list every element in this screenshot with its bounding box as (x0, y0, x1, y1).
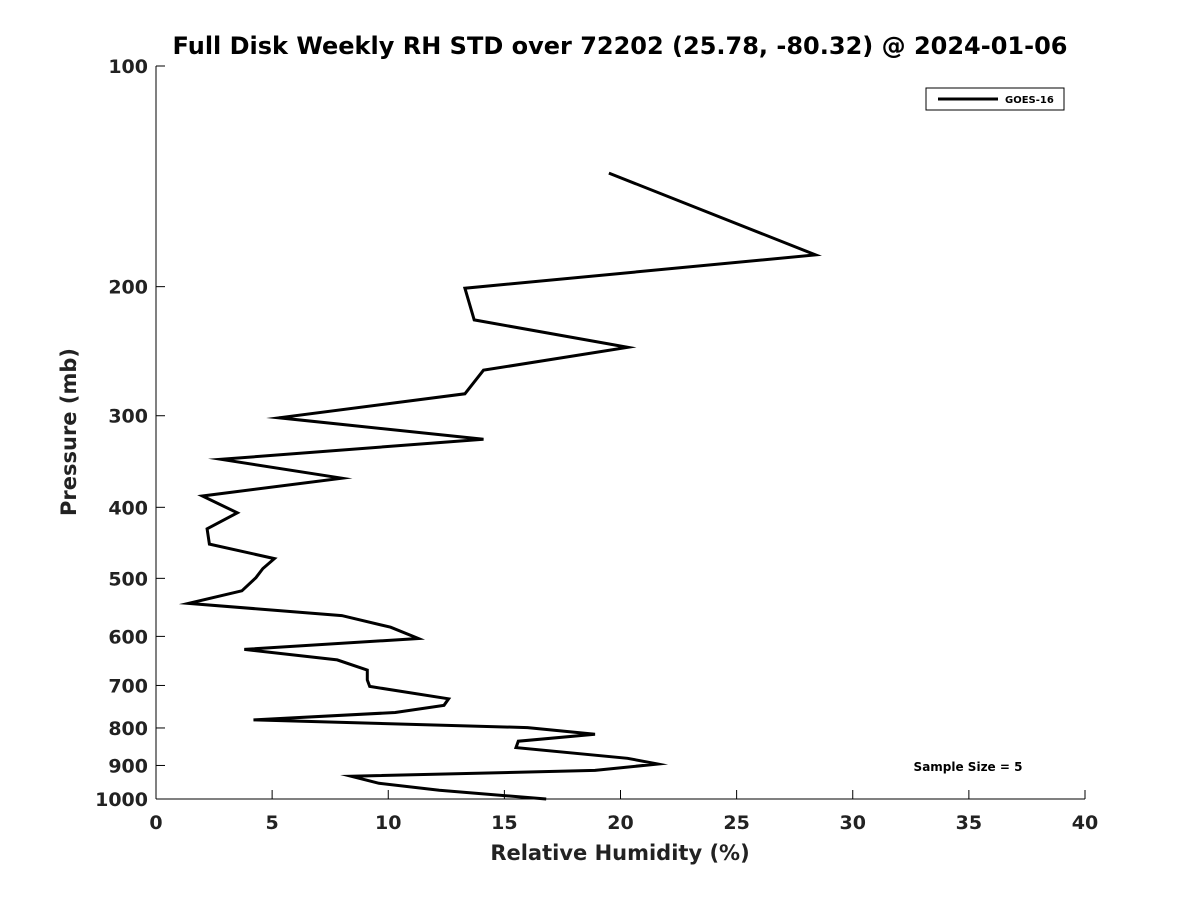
x-tick-label: 20 (607, 812, 633, 834)
x-axis-label: Relative Humidity (%) (490, 841, 749, 865)
y-tick-label: 100 (108, 56, 148, 78)
x-tick-label: 30 (840, 812, 866, 834)
x-tick-label: 10 (375, 812, 401, 834)
x-tick-label: 15 (491, 812, 517, 834)
x-tick-label: 5 (266, 812, 279, 834)
y-tick-label: 500 (108, 568, 148, 590)
y-tick-label: 800 (108, 718, 148, 740)
y-tick-label: 300 (108, 406, 148, 428)
y-tick-label: 1000 (95, 789, 148, 811)
x-tick-label: 40 (1072, 812, 1098, 834)
x-axis-ticks: 0 5 10 15 20 25 30 35 40 (149, 790, 1098, 834)
y-tick-label: 200 (108, 277, 148, 299)
legend: GOES-16 (925, 87, 1065, 111)
plot-area-background (156, 66, 1085, 799)
sample-size-annotation: Sample Size = 5 (914, 760, 1023, 774)
legend-label-goes-16: GOES-16 (1005, 95, 1054, 106)
x-tick-label: 25 (723, 812, 749, 834)
y-tick-label: 600 (108, 626, 148, 648)
chart-title: Full Disk Weekly RH STD over 72202 (25.7… (173, 32, 1068, 60)
y-axis-ticks: 100 200 300 400 500 600 700 800 900 1000 (95, 56, 165, 811)
y-tick-label: 400 (108, 497, 148, 519)
y-axis-label: Pressure (mb) (57, 348, 81, 516)
x-tick-label: 35 (956, 812, 982, 834)
y-tick-label: 900 (108, 755, 148, 777)
series-line-goes-16 (178, 171, 822, 801)
series-group (178, 171, 822, 801)
x-tick-label: 0 (149, 812, 162, 834)
y-tick-label: 700 (108, 675, 148, 697)
